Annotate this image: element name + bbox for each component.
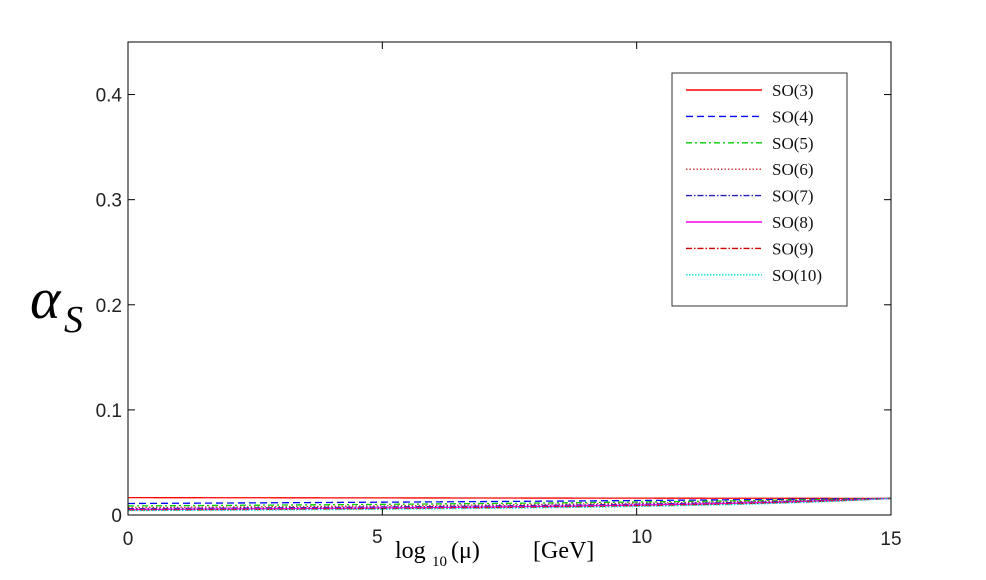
- y-axis-label-symbol: α: [30, 266, 62, 331]
- y-axis-label: α S: [30, 266, 83, 341]
- legend-label: SO(3): [772, 81, 814, 100]
- y-tick-label: 0.2: [96, 296, 122, 317]
- series-line-so3: [128, 496, 891, 500]
- y-tick-label: 0: [111, 506, 122, 527]
- y-axis-label-subscript: S: [64, 299, 83, 341]
- axis-ticks: [127, 42, 892, 516]
- x-axis-label-unit: [GeV]: [533, 538, 594, 564]
- x-axis-label-log: log: [395, 538, 426, 564]
- legend-label: SO(4): [772, 107, 814, 126]
- legend-label: SO(9): [772, 239, 814, 258]
- y-tick-label: 0.3: [96, 191, 122, 212]
- y-tick-label: 0.1: [96, 401, 122, 422]
- x-axis-label-subscript: 10: [432, 554, 447, 570]
- legend: SO(3) SO(4) SO(5) SO(6) SO(7) SO(8) SO(9) SO(10…: [671, 72, 848, 307]
- legend-label: SO(5): [772, 134, 814, 153]
- x-tick-label: 5: [372, 527, 383, 548]
- x-axis-label: log 10 (μ) [GeV]: [395, 538, 594, 570]
- y-tick-label: 0.4: [96, 86, 123, 107]
- series-line-so4: [128, 497, 891, 505]
- legend-label: SO(10): [772, 266, 822, 285]
- series-line-so5: [128, 497, 891, 507]
- legend-label: SO(8): [772, 213, 814, 232]
- legend-label: SO(6): [772, 160, 814, 179]
- legend-label: SO(7): [772, 187, 814, 206]
- x-tick-label: 15: [880, 529, 901, 550]
- plot-frame: [127, 41, 892, 516]
- x-axis-label-argument: (μ): [451, 538, 480, 564]
- x-tick-label: 10: [631, 527, 652, 548]
- x-tick-label: 0: [123, 529, 134, 550]
- series-line-so10: [128, 497, 891, 512]
- legend-box: [671, 72, 848, 307]
- axis-tick-labels: 0 5 10 15 0 0.1 0.2 0.3 0.4: [96, 86, 902, 550]
- series-line-so6: [128, 497, 891, 509]
